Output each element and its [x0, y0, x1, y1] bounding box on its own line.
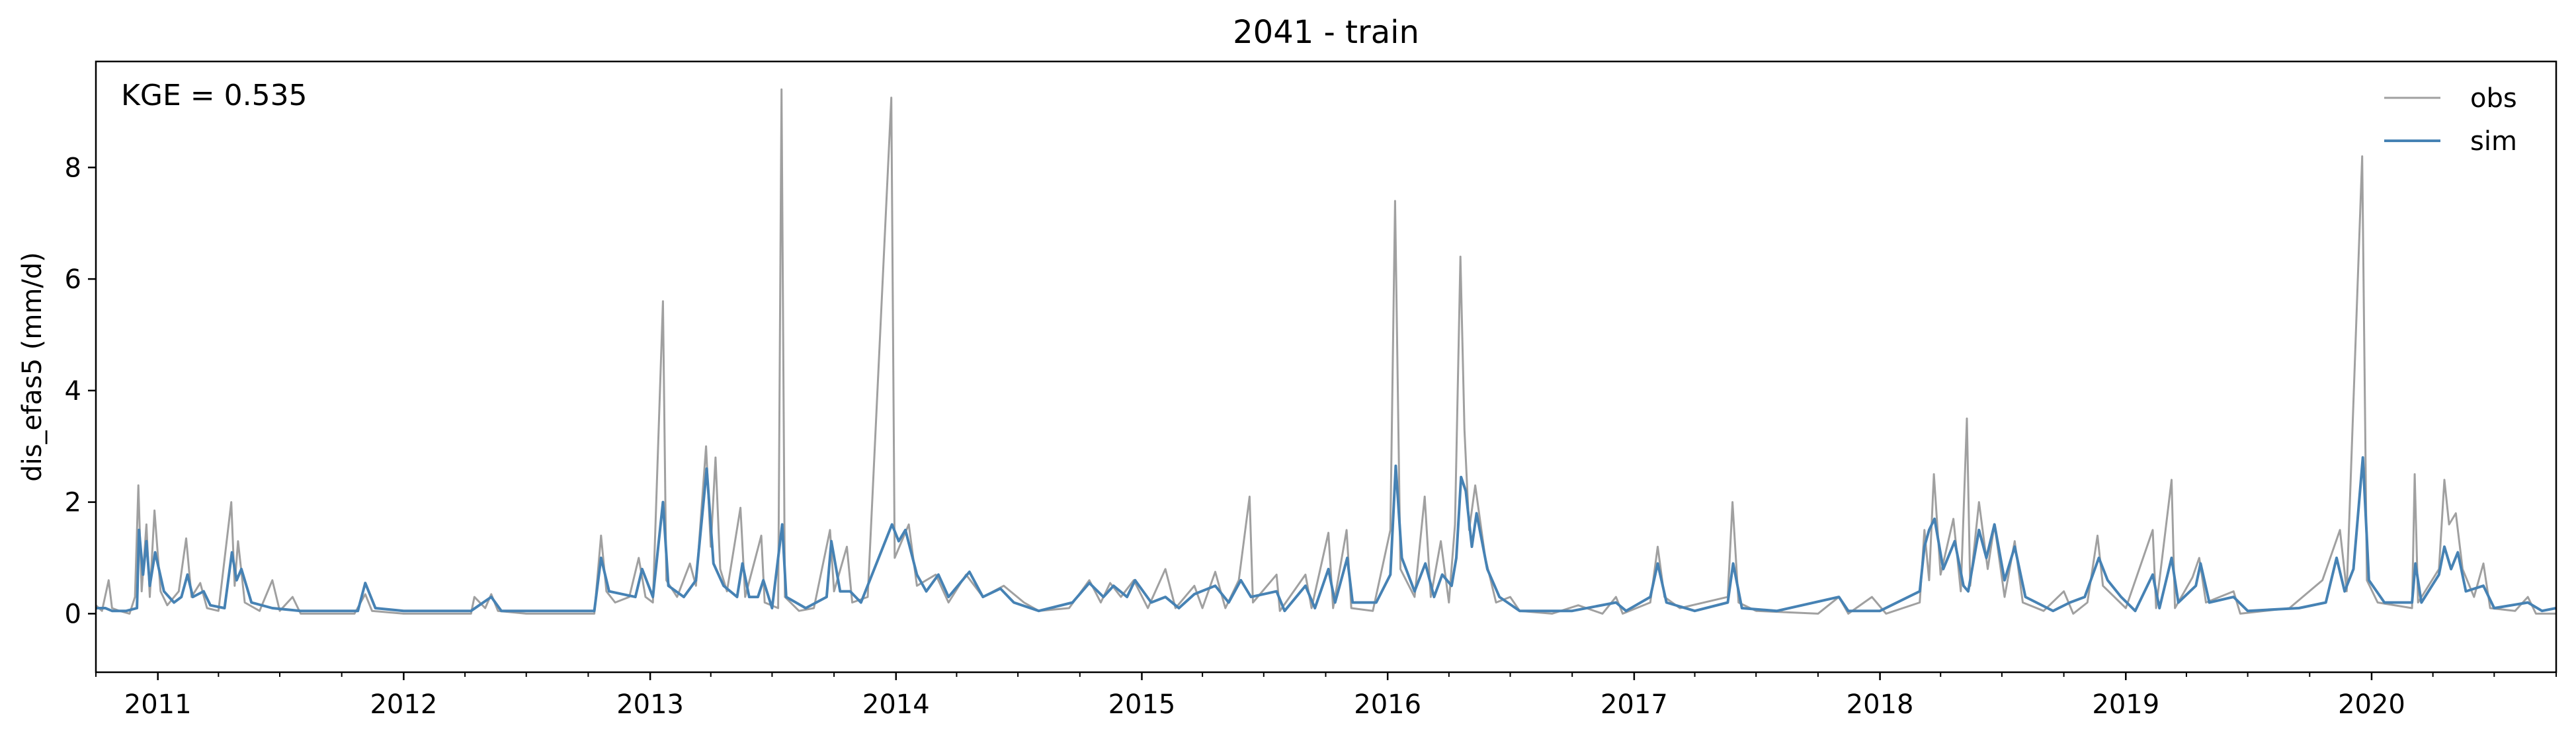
x-tick-label: 2012 [370, 689, 437, 720]
x-tick-label: 2015 [1108, 689, 1176, 720]
x-tick-label: 2016 [1354, 689, 1421, 720]
y-axis-label: dis_efas5 (mm/d) [17, 252, 48, 482]
y-tick-label: 8 [65, 153, 81, 183]
x-tick-label: 2020 [2338, 689, 2405, 720]
kge-annotation: KGE = 0.535 [121, 79, 308, 112]
y-tick-label: 0 [65, 599, 81, 629]
legend: obs sim [2384, 83, 2517, 157]
x-tick-label: 2011 [124, 689, 192, 720]
x-tick-label: 2019 [2092, 689, 2159, 720]
y-tick-label: 4 [65, 376, 81, 407]
x-tick-label: 2017 [1600, 689, 1668, 720]
x-tick-label: 2018 [1847, 689, 1914, 720]
y-tick-label: 6 [65, 264, 81, 295]
x-tick-label: 2014 [862, 689, 930, 720]
legend-label-sim: sim [2470, 126, 2517, 157]
series-line-sim [96, 456, 2556, 613]
chart-title: 2041 - train [1233, 14, 1419, 51]
plot-area [96, 88, 2556, 615]
series-layer [96, 88, 2556, 615]
series-line-obs [96, 88, 2556, 615]
axes-layer: 0 2 4 6 8 2011 2012 2013 2014 2015 2016 2017 2018 201… [65, 60, 2557, 720]
legend-label-obs: obs [2470, 83, 2517, 114]
x-tick-label: 2013 [616, 689, 684, 720]
y-tick-label: 2 [65, 488, 81, 518]
